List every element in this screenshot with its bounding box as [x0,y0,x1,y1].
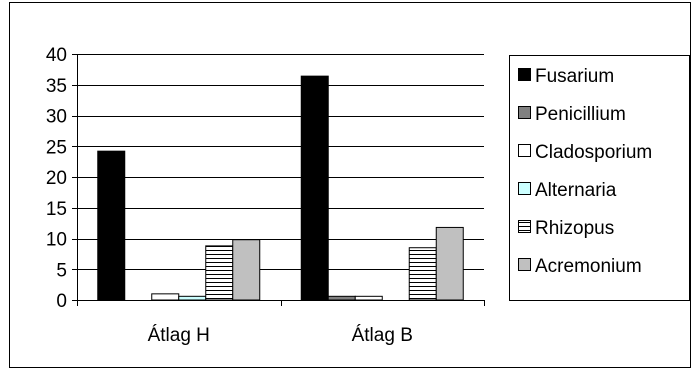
bar-rhizopus-1 [408,247,437,301]
bar-chart: 0 5 10 15 20 25 30 35 40 Átlag H Átlag B Fusarium… [9,2,691,368]
legend-label: Cladosporium [535,142,652,163]
legend-swatch [518,68,531,81]
legend-swatch [518,258,531,271]
chart-frame: 0 5 10 15 20 25 30 35 40 Átlag H Átlag B Fusarium… [9,2,692,369]
y-tick-label: 15 [46,199,67,220]
y-tick-label: 25 [46,137,67,158]
bar-acremonium-1 [435,226,464,301]
bar-cladosporium-1 [354,295,383,301]
legend: Fusarium Penicillium Cladosporium Alternari… [509,55,690,301]
y-tick-label: 40 [46,45,67,66]
axes [77,54,485,306]
bar-acremonium-0 [232,239,261,301]
legend-label: Penicillium [535,104,626,125]
y-tick-label: 10 [46,230,67,251]
legend-swatch [518,144,531,157]
y-tick-label: 5 [56,260,67,281]
x-tick-label: Átlag B [352,325,413,346]
bar-cladosporium-0 [151,293,180,301]
legend-label: Acremonium [535,256,642,277]
x-tick-label: Átlag H [148,325,210,346]
legend-label: Alternaria [535,180,617,201]
legend-swatch [518,182,531,195]
legend-swatch [518,106,531,119]
legend-box [509,55,690,301]
bar-rhizopus-0 [205,245,234,301]
y-axis-ticks: 0 5 10 15 20 25 30 35 40 [46,45,77,312]
legend-label: Fusarium [535,66,614,87]
y-tick-label: 30 [46,107,67,128]
y-tick-label: 20 [46,168,67,189]
bar-alternaria-0 [178,295,207,301]
x-axis-labels: Átlag H Átlag B [148,325,413,346]
bar-fusarium-1 [300,75,329,301]
y-tick-label: 35 [46,76,67,97]
bar-fusarium-0 [97,150,126,301]
legend-label: Rhizopus [535,218,614,239]
y-tick-label: 0 [56,291,67,312]
legend-swatch [518,220,531,233]
bar-penicillium-1 [327,295,356,301]
